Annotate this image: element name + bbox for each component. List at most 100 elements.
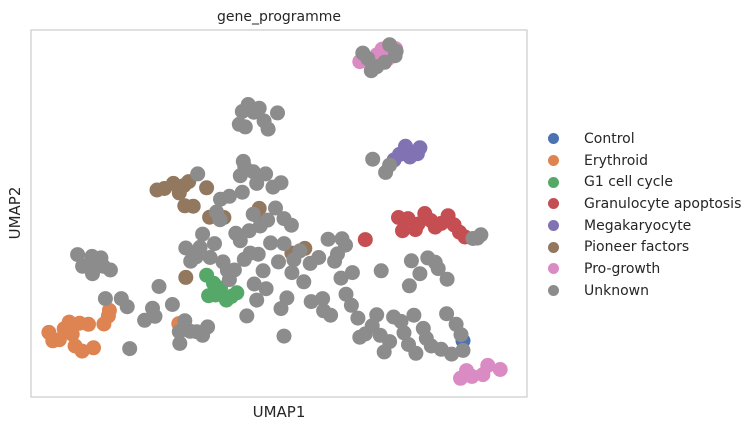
point-unknown xyxy=(453,327,469,343)
legend-item-erythroid: Erythroid xyxy=(548,150,741,172)
legend-swatch-granulocyte-apoptosis xyxy=(548,198,559,210)
point-unknown xyxy=(343,297,359,313)
point-unknown xyxy=(258,281,274,297)
legend-swatch-erythroid xyxy=(548,155,559,167)
point-unknown xyxy=(245,164,261,180)
point-unknown xyxy=(369,307,385,323)
point-unknown xyxy=(93,250,109,266)
point-unknown xyxy=(323,307,339,323)
point-unknown xyxy=(102,262,118,278)
point-unknown xyxy=(276,236,292,252)
point-unknown xyxy=(403,253,419,269)
point-unknown xyxy=(373,263,389,279)
legend-label: Pro-growth xyxy=(584,260,661,277)
point-unknown xyxy=(444,346,460,362)
point-unknown xyxy=(172,335,188,351)
point-unknown xyxy=(97,291,113,307)
legend-swatch-g1-cell-cycle xyxy=(548,176,559,188)
point-unknown xyxy=(393,313,409,329)
point-erythroid xyxy=(64,326,80,342)
point-unknown xyxy=(271,254,286,270)
point-unknown xyxy=(119,299,135,315)
point-pro-growth xyxy=(480,357,496,373)
point-unknown xyxy=(258,166,274,182)
point-unknown xyxy=(276,328,292,344)
point-unknown xyxy=(355,45,371,61)
legend-label: Erythroid xyxy=(584,152,649,169)
legend-swatch-control xyxy=(548,133,559,145)
point-unknown xyxy=(333,270,349,286)
point-unknown xyxy=(151,279,167,294)
point-unknown xyxy=(260,212,276,228)
points-layer xyxy=(41,37,508,386)
legend-label: G1 cell cycle xyxy=(584,174,673,191)
point-unknown xyxy=(263,235,279,251)
point-unknown xyxy=(455,342,471,358)
point-erythroid xyxy=(86,340,101,356)
point-pro-growth xyxy=(492,362,508,377)
point-erythroid xyxy=(74,343,90,359)
point-unknown xyxy=(245,206,261,222)
point-pioneer-factors xyxy=(185,198,201,214)
point-unknown xyxy=(232,168,248,184)
point-unknown xyxy=(178,240,194,256)
point-unknown xyxy=(250,246,266,262)
point-unknown xyxy=(207,236,222,252)
point-unknown xyxy=(202,250,218,265)
point-unknown xyxy=(396,325,412,341)
legend-item-g1-cell-cycle: G1 cell cycle xyxy=(548,171,741,193)
point-unknown xyxy=(311,250,327,265)
point-unknown xyxy=(200,319,216,335)
point-unknown xyxy=(251,100,267,116)
point-unknown xyxy=(268,200,283,216)
point-unknown xyxy=(70,247,86,263)
point-unknown xyxy=(212,212,228,228)
chart-title: gene_programme xyxy=(217,9,341,25)
point-unknown xyxy=(226,262,242,278)
point-unknown xyxy=(270,105,285,121)
point-unknown xyxy=(147,308,163,324)
point-unknown xyxy=(473,227,489,243)
y-axis-label: UMAP2 xyxy=(6,187,24,240)
legend-item-pro-growth: Pro-growth xyxy=(548,258,741,280)
point-unknown xyxy=(303,294,319,310)
point-pro-growth xyxy=(464,368,480,384)
point-unknown xyxy=(239,308,255,324)
point-unknown xyxy=(249,292,265,308)
point-unknown xyxy=(237,119,253,135)
point-pioneer-factors xyxy=(199,180,215,196)
point-g1-cell-cycle xyxy=(201,288,217,304)
point-granulocyte-apoptosis xyxy=(357,232,373,248)
point-unknown xyxy=(283,217,299,233)
point-unknown xyxy=(296,274,312,290)
point-unknown xyxy=(273,175,289,191)
point-unknown xyxy=(363,63,379,79)
legend: Control Erythroid G1 cell cycle Granuloc… xyxy=(548,128,741,302)
point-unknown xyxy=(401,278,417,294)
point-unknown xyxy=(246,276,262,292)
point-unknown xyxy=(406,307,422,323)
legend-item-control: Control xyxy=(548,128,741,150)
point-unknown xyxy=(382,157,398,173)
point-unknown xyxy=(292,243,308,259)
point-unknown xyxy=(284,265,300,281)
point-megakaryocyte xyxy=(412,140,428,156)
point-unknown xyxy=(388,43,404,59)
point-unknown xyxy=(412,266,428,282)
point-unknown xyxy=(234,184,250,200)
point-unknown xyxy=(83,259,99,275)
legend-item-pioneer-factors: Pioneer factors xyxy=(548,236,741,258)
point-unknown xyxy=(382,334,398,350)
point-unknown xyxy=(430,261,446,277)
point-unknown xyxy=(320,231,336,247)
point-granulocyte-apoptosis xyxy=(410,216,426,232)
legend-label: Granulocyte apoptosis xyxy=(584,195,742,212)
point-unknown xyxy=(255,263,271,279)
point-unknown xyxy=(164,297,180,312)
point-unknown xyxy=(327,253,343,269)
point-unknown xyxy=(408,345,424,361)
point-unknown xyxy=(190,166,206,182)
point-unknown xyxy=(122,341,138,357)
legend-swatch-megakaryocyte xyxy=(548,220,559,232)
